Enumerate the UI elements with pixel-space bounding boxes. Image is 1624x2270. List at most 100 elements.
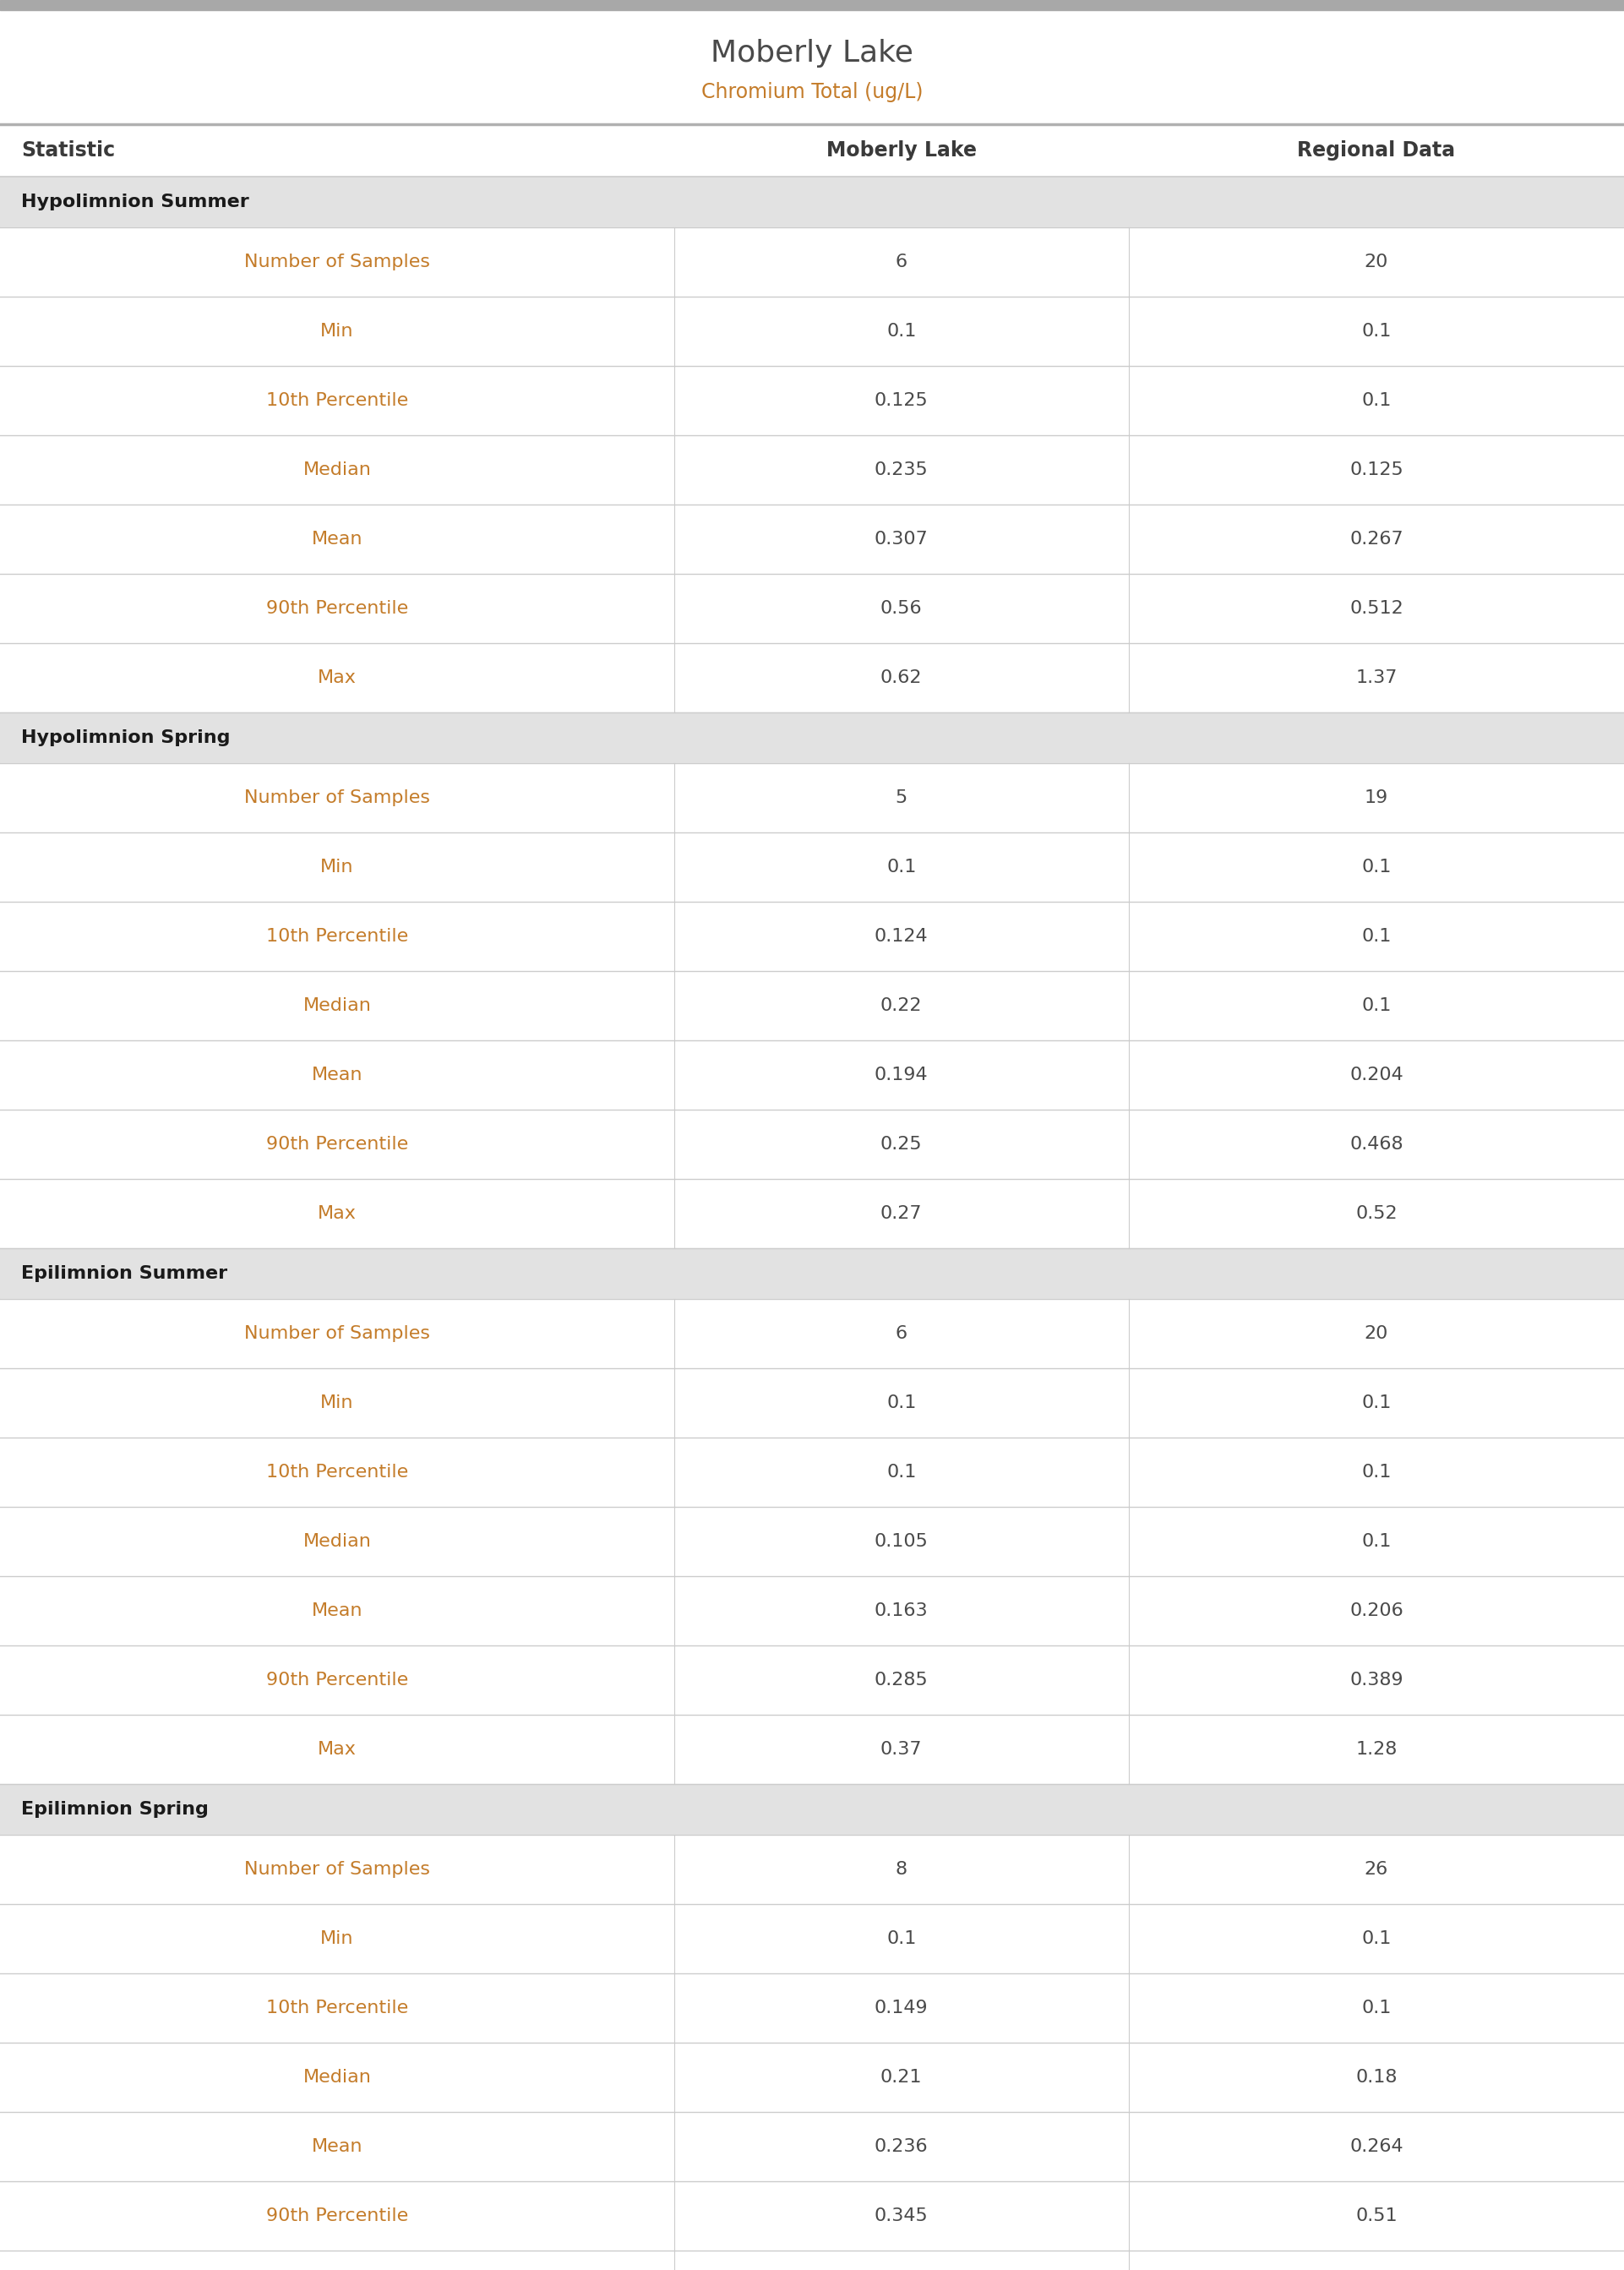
Text: 0.1: 0.1: [887, 858, 916, 876]
Bar: [0, 2181, 1624, 2250]
Text: 0.1: 0.1: [1361, 322, 1392, 340]
Text: Moberly Lake: Moberly Lake: [827, 141, 976, 161]
Text: Number of Samples: Number of Samples: [244, 1326, 430, 1342]
Text: 0.1: 0.1: [887, 1464, 916, 1480]
Text: 0.1: 0.1: [1361, 928, 1392, 944]
Text: 20: 20: [1364, 254, 1389, 270]
Text: 90th Percentile: 90th Percentile: [266, 1671, 408, 1689]
Text: Number of Samples: Number of Samples: [244, 790, 430, 806]
Text: 0.1: 0.1: [1361, 1532, 1392, 1550]
Text: Median: Median: [302, 997, 372, 1015]
Text: Number of Samples: Number of Samples: [244, 254, 430, 270]
Bar: [0, 1784, 1624, 1834]
Text: 0.1: 0.1: [887, 1394, 916, 1412]
Text: Hypolimnion Spring: Hypolimnion Spring: [21, 729, 231, 747]
Text: 0.21: 0.21: [880, 2068, 922, 2086]
Text: 0.124: 0.124: [874, 928, 929, 944]
Text: 10th Percentile: 10th Percentile: [266, 1464, 408, 1480]
Bar: [0, 1298, 1624, 1369]
Text: 0.27: 0.27: [880, 1205, 922, 1221]
Text: 90th Percentile: 90th Percentile: [266, 2206, 408, 2225]
Text: Max: Max: [318, 670, 356, 686]
Text: 1.37: 1.37: [1356, 670, 1397, 686]
Text: 0.1: 0.1: [1361, 858, 1392, 876]
Text: 5: 5: [895, 790, 908, 806]
Text: 0.264: 0.264: [1350, 2138, 1403, 2154]
Text: 8: 8: [895, 1861, 908, 1877]
Text: Min: Min: [320, 858, 354, 876]
Text: 0.236: 0.236: [874, 2138, 929, 2154]
Text: Min: Min: [320, 1394, 354, 1412]
Bar: [0, 2043, 1624, 2111]
Bar: [0, 125, 1624, 177]
Bar: [0, 1646, 1624, 1714]
Text: Mean: Mean: [312, 2138, 362, 2154]
Bar: [0, 0, 1624, 9]
Text: 26: 26: [1364, 1861, 1389, 1877]
Text: 0.163: 0.163: [874, 1603, 929, 1619]
Text: Min: Min: [320, 322, 354, 340]
Text: Epilimnion Summer: Epilimnion Summer: [21, 1264, 227, 1283]
Text: Median: Median: [302, 1532, 372, 1550]
Text: Statistic: Statistic: [21, 141, 115, 161]
Text: 0.285: 0.285: [874, 1671, 929, 1689]
Text: 90th Percentile: 90th Percentile: [266, 599, 408, 617]
Bar: [0, 901, 1624, 972]
Bar: [0, 436, 1624, 504]
Bar: [0, 1369, 1624, 1437]
Bar: [0, 1178, 1624, 1249]
Text: 0.1: 0.1: [1361, 2000, 1392, 2016]
Text: Median: Median: [302, 2068, 372, 2086]
Text: 0.1: 0.1: [1361, 1930, 1392, 1948]
Text: 0.62: 0.62: [880, 670, 922, 686]
Bar: [0, 1575, 1624, 1646]
Text: 0.1: 0.1: [1361, 393, 1392, 409]
Text: 0.51: 0.51: [1356, 2206, 1397, 2225]
Text: 0.235: 0.235: [874, 461, 929, 479]
Text: 10th Percentile: 10th Percentile: [266, 2000, 408, 2016]
Bar: [0, 1110, 1624, 1178]
Bar: [0, 227, 1624, 297]
Bar: [0, 1973, 1624, 2043]
Text: 0.468: 0.468: [1350, 1135, 1403, 1153]
Text: 0.204: 0.204: [1350, 1067, 1403, 1083]
Bar: [0, 574, 1624, 642]
Text: Chromium Total (ug/L): Chromium Total (ug/L): [702, 82, 922, 102]
Text: 10th Percentile: 10th Percentile: [266, 928, 408, 944]
Bar: [0, 1714, 1624, 1784]
Text: 0.125: 0.125: [1350, 461, 1403, 479]
Text: 0.1: 0.1: [1361, 997, 1392, 1015]
Bar: [0, 713, 1624, 763]
Text: 0.56: 0.56: [880, 599, 922, 617]
Text: 1.28: 1.28: [1356, 1741, 1397, 1757]
Text: Number of Samples: Number of Samples: [244, 1861, 430, 1877]
Text: 19: 19: [1364, 790, 1389, 806]
Text: 0.206: 0.206: [1350, 1603, 1403, 1619]
Bar: [0, 1437, 1624, 1507]
Text: 0.105: 0.105: [874, 1532, 929, 1550]
Text: 0.149: 0.149: [874, 2000, 929, 2016]
Text: 10th Percentile: 10th Percentile: [266, 393, 408, 409]
Bar: [0, 2250, 1624, 2270]
Text: 0.25: 0.25: [880, 1135, 922, 1153]
Text: 0.1: 0.1: [887, 1930, 916, 1948]
Bar: [0, 1507, 1624, 1575]
Bar: [0, 2111, 1624, 2181]
Text: 0.1: 0.1: [1361, 1464, 1392, 1480]
Text: 0.194: 0.194: [874, 1067, 929, 1083]
Text: 0.37: 0.37: [880, 1741, 922, 1757]
Bar: [0, 177, 1624, 227]
Bar: [0, 504, 1624, 574]
Text: 0.22: 0.22: [880, 997, 922, 1015]
Text: Mean: Mean: [312, 1603, 362, 1619]
Text: 0.125: 0.125: [874, 393, 929, 409]
Text: 20: 20: [1364, 1326, 1389, 1342]
Text: 0.1: 0.1: [887, 322, 916, 340]
Text: 0.307: 0.307: [874, 531, 929, 547]
Text: 0.267: 0.267: [1350, 531, 1403, 547]
Bar: [0, 1834, 1624, 1905]
Bar: [0, 642, 1624, 713]
Text: Median: Median: [302, 461, 372, 479]
Text: Max: Max: [318, 1741, 356, 1757]
Text: 90th Percentile: 90th Percentile: [266, 1135, 408, 1153]
